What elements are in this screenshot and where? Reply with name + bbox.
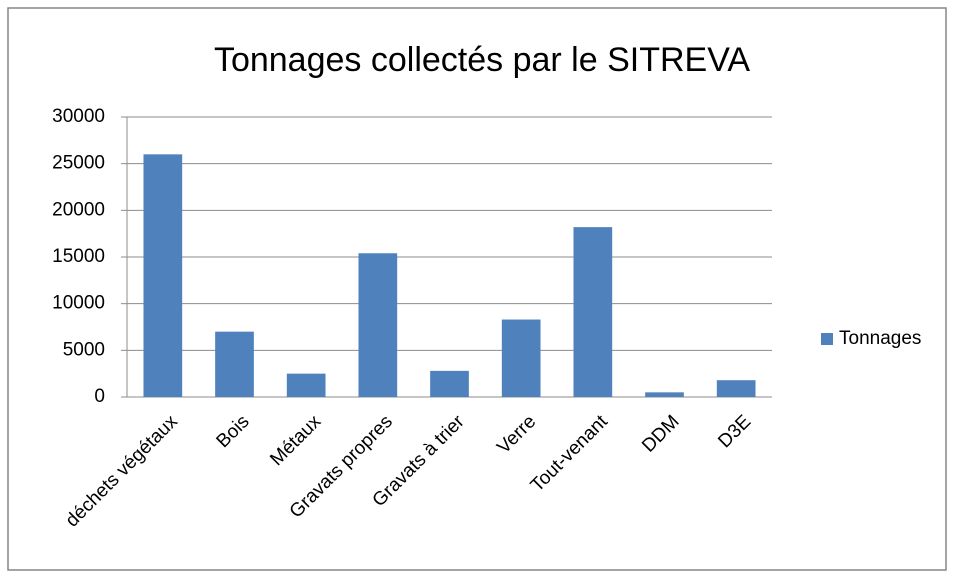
chart-title: Tonnages collectés par le SITREVA: [214, 41, 750, 79]
legend-swatch: [821, 333, 833, 345]
bar: [501, 319, 541, 397]
y-tick-label: 25000: [52, 153, 105, 174]
bar: [430, 370, 469, 397]
bar: [143, 154, 183, 397]
bar: [645, 392, 684, 397]
y-tick-label: 20000: [52, 199, 105, 220]
bar: [716, 380, 756, 397]
y-tick-label: 15000: [52, 246, 105, 267]
legend-label: Tonnages: [839, 328, 921, 349]
bar: [286, 373, 326, 397]
y-tick-label: 0: [94, 386, 105, 407]
bar: [573, 227, 613, 397]
y-tick-label: 5000: [63, 339, 105, 360]
y-tick-label: 30000: [52, 106, 105, 127]
bar: [358, 253, 398, 397]
bar: [215, 331, 254, 397]
y-tick-label: 10000: [52, 293, 105, 314]
